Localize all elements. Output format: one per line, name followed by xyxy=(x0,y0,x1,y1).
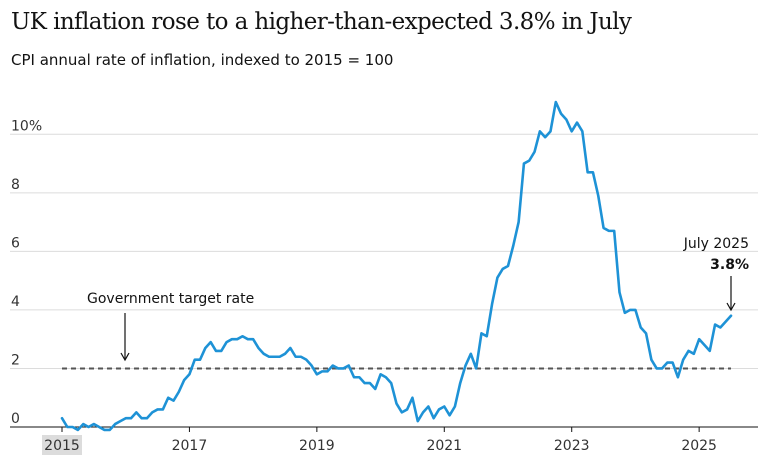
x-tick-label: 2015 xyxy=(44,438,80,454)
y-tick-label: 0 xyxy=(11,411,20,427)
y-tick-label: 4 xyxy=(11,294,20,310)
x-tick-label: 2019 xyxy=(299,438,335,454)
target-annotation-label: Government target rate xyxy=(87,291,254,307)
y-tick-label: 8 xyxy=(11,177,20,193)
target-annotation-arrowhead xyxy=(120,352,130,362)
x-tick-highlight xyxy=(42,435,82,455)
end-annotation-value: 3.8% xyxy=(710,257,749,273)
cpi-series-line xyxy=(60,100,733,432)
annotation-layer: Government target rate July 2025 3.8% xyxy=(87,236,749,362)
y-tick-label: 2 xyxy=(11,352,20,368)
end-annotation-date: July 2025 xyxy=(683,236,749,252)
x-tick-label: 2025 xyxy=(681,438,717,454)
series-layer xyxy=(60,100,733,432)
x-tick-label: 2017 xyxy=(172,438,208,454)
y-tick-label: 10% xyxy=(11,118,42,134)
y-tick-label: 6 xyxy=(11,235,20,251)
grid-layer xyxy=(10,133,758,428)
axis-layer: 0 2 4 6 8 10% 2015 2017 2019 2021 2023 2025 xyxy=(11,118,717,455)
x-tick-label: 2023 xyxy=(554,438,590,454)
chart-title: UK inflation rose to a higher-than-expec… xyxy=(11,9,632,35)
end-annotation-arrowhead xyxy=(726,302,736,312)
x-tick-label: 2021 xyxy=(426,438,462,454)
chart-subtitle: CPI annual rate of inflation, indexed to… xyxy=(11,51,394,69)
